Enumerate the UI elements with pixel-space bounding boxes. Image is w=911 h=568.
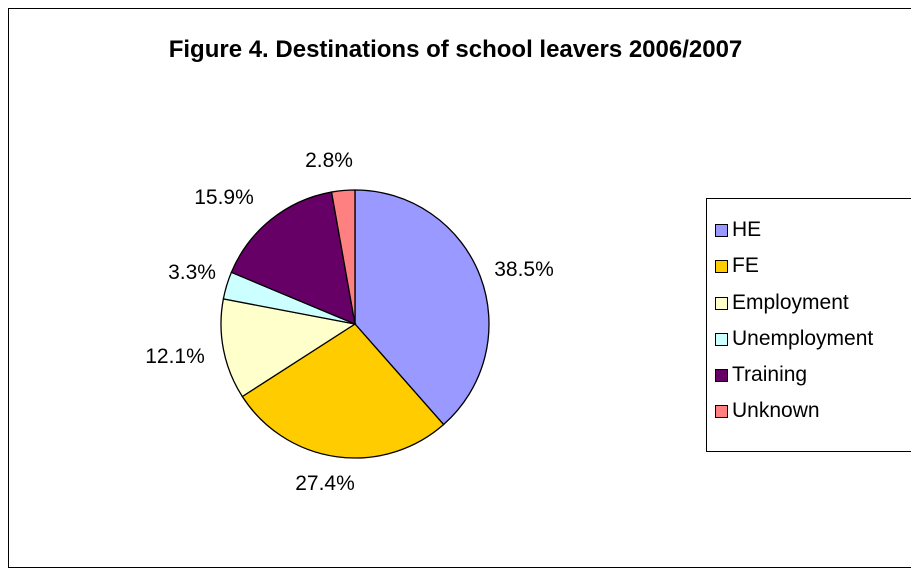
legend-item-he: HE xyxy=(715,216,761,244)
legend-item-unemployment: Unemployment xyxy=(715,325,873,353)
data-label-employment: 12.1% xyxy=(145,345,205,368)
legend-item-unknown: Unknown xyxy=(715,397,820,425)
pie-chart: 38.5% 27.4% 12.1% 3.3% 15.9% 2.8% xyxy=(145,149,554,495)
pie-slice-he xyxy=(354,189,490,426)
legend-label: Employment xyxy=(732,291,849,314)
data-label-unknown: 2.8% xyxy=(305,149,353,172)
legend-item-training: Training xyxy=(715,361,807,389)
legend-label: Training xyxy=(732,363,808,386)
pie-slice-unknown xyxy=(330,189,356,325)
data-label-unemployment: 3.3% xyxy=(168,261,216,284)
legend-swatch xyxy=(715,332,728,346)
legend-swatch xyxy=(715,368,728,382)
data-label-fe: 27.4% xyxy=(295,472,355,495)
data-label-training: 15.9% xyxy=(194,186,254,209)
legend-swatch xyxy=(715,223,728,237)
legend-item-employment: Employment xyxy=(715,289,849,317)
pie-slice-employment xyxy=(220,298,357,398)
legend: HE FE Employment Unemployment Training Unknow… xyxy=(706,198,911,452)
pie-slices xyxy=(220,189,490,459)
legend-label: FE xyxy=(732,254,759,277)
data-label-he: 38.5% xyxy=(494,258,554,281)
legend-label: HE xyxy=(732,218,762,241)
legend-swatch xyxy=(715,404,728,418)
chart-title: Figure 4. Destinations of school leavers… xyxy=(168,36,743,63)
pie-labels: 38.5% 27.4% 12.1% 3.3% 15.9% 2.8% xyxy=(145,149,554,495)
pie-slice-fe xyxy=(241,323,445,459)
pie-slice-training xyxy=(230,191,356,326)
legend-swatch xyxy=(715,296,728,310)
legend-label: Unemployment xyxy=(732,327,874,350)
legend-swatch xyxy=(715,259,728,273)
legend-label: Unknown xyxy=(732,399,820,422)
legend-item-fe: FE xyxy=(715,252,759,280)
